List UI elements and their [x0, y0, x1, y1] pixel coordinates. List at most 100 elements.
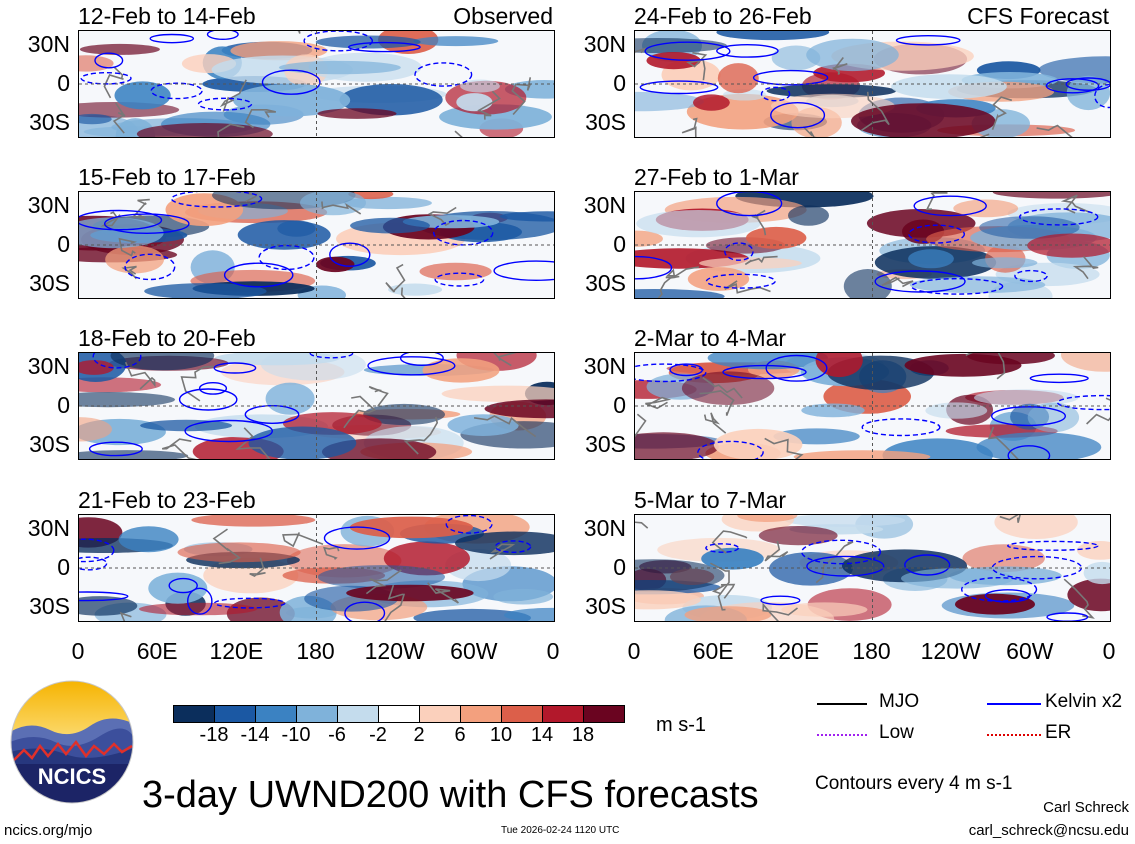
lon-label: 0 — [71, 638, 85, 664]
lat-label: 30S — [29, 109, 70, 135]
footer-url: ncics.org/mjo — [4, 822, 93, 839]
anomaly-shading — [191, 515, 316, 527]
lat-label: 0 — [613, 392, 626, 418]
anomaly-shading — [1027, 233, 1110, 258]
coastline — [802, 126, 817, 137]
kelvin-contour — [752, 69, 829, 86]
kelvin-contour — [197, 97, 253, 111]
kelvin-contour — [80, 72, 132, 85]
anomaly-shading — [493, 588, 554, 605]
anomaly-shading — [118, 526, 179, 553]
coastline — [489, 543, 516, 560]
anomaly-shading — [346, 584, 474, 602]
coastline — [764, 540, 789, 562]
coastline — [762, 602, 798, 621]
kelvin-contour — [261, 69, 321, 95]
anomaly-shading — [909, 276, 1046, 294]
kelvin-contour — [258, 244, 315, 271]
anomaly-shading — [315, 35, 421, 49]
lat-label: 0 — [57, 70, 70, 96]
observed-header: Observed — [453, 3, 553, 29]
lon-label: 60E — [136, 638, 178, 664]
anomaly-shading — [339, 84, 443, 116]
anomaly-shading — [793, 450, 931, 459]
lat-label: 30N — [27, 192, 70, 218]
anomaly-shading — [635, 559, 725, 592]
anomaly-shading — [746, 226, 807, 249]
coastline — [235, 427, 271, 459]
lon-label: 0 — [627, 638, 641, 664]
kelvin-contour — [716, 192, 783, 217]
anomaly-shading — [279, 60, 401, 75]
legend-line-0 — [817, 703, 867, 705]
anomaly-shading — [758, 526, 838, 546]
anomaly-shading — [456, 93, 493, 112]
coastline — [473, 415, 537, 438]
colorbar-swatch — [419, 705, 461, 723]
coastline — [744, 255, 778, 266]
lat-label: 30N — [27, 31, 70, 57]
anomaly-shading — [413, 608, 531, 621]
footer-timestamp: Tue 2026-02-24 1120 UTC — [501, 825, 620, 836]
kelvin-contour — [92, 353, 142, 369]
anomaly-shading — [781, 602, 868, 617]
coastline — [831, 57, 848, 75]
lat-label: 30N — [583, 192, 626, 218]
kelvin-contour — [639, 80, 719, 95]
anomaly-shading — [693, 94, 730, 111]
kelvin-contour — [961, 577, 1038, 602]
colorbar-label: -18 — [199, 724, 229, 746]
coastline — [477, 90, 501, 120]
anomaly-shading — [908, 249, 954, 269]
panel-title-p7: 2-Mar to 4-Mar — [634, 325, 787, 351]
kelvin-contour — [168, 577, 198, 594]
coastline — [699, 390, 735, 416]
kelvin-contour — [309, 353, 354, 359]
kelvin-contour — [187, 587, 213, 615]
kelvin-contour — [184, 419, 273, 443]
anomaly-shading — [635, 230, 663, 247]
anomaly-shading — [806, 38, 899, 72]
coastline — [365, 569, 402, 595]
lat-label: 0 — [57, 231, 70, 257]
anomaly-shading — [317, 565, 445, 589]
coastline — [991, 96, 1013, 130]
coastline — [635, 47, 647, 54]
panel-title-p4: 21-Feb to 23-Feb — [78, 487, 256, 513]
coastline — [282, 532, 324, 548]
kelvin-contour — [79, 538, 115, 563]
anomaly-shading — [1061, 353, 1110, 372]
kelvin-contour — [991, 406, 1067, 427]
kelvin-contour — [705, 543, 739, 553]
logo-text: NCICS — [38, 764, 106, 789]
anomaly-shading — [177, 542, 301, 563]
kelvin-contour — [760, 86, 791, 102]
anomaly-shading — [635, 289, 725, 298]
anomaly-shading — [707, 353, 828, 370]
coastline — [368, 385, 389, 407]
kelvin-contour — [1065, 77, 1110, 91]
coastline — [121, 265, 138, 280]
coastline — [427, 206, 457, 226]
panel-title-p5: 24-Feb to 26-Feb — [634, 3, 812, 29]
anomaly-shading — [955, 593, 1035, 615]
anomaly-shading — [499, 211, 554, 222]
kelvin-contour — [722, 364, 807, 380]
lat-label: 0 — [57, 392, 70, 418]
kelvin-contour — [79, 209, 163, 231]
kelvin-contour — [344, 601, 386, 621]
kelvin-contour — [635, 255, 673, 280]
forecast-header: CFS Forecast — [967, 3, 1109, 29]
lat-label: 0 — [613, 231, 626, 257]
map-panel-p7 — [634, 352, 1111, 460]
anomaly-shading — [447, 414, 519, 436]
anomaly-shading — [265, 382, 315, 415]
map-panel-p2 — [78, 191, 555, 299]
coastline — [711, 583, 736, 599]
kelvin-contour — [1046, 612, 1089, 621]
lat-label: 30S — [585, 270, 626, 296]
anomaly-shading — [701, 547, 764, 570]
colorbar-swatch — [542, 705, 584, 723]
lat-label: 30N — [583, 31, 626, 57]
anomaly-shading — [979, 216, 1080, 239]
